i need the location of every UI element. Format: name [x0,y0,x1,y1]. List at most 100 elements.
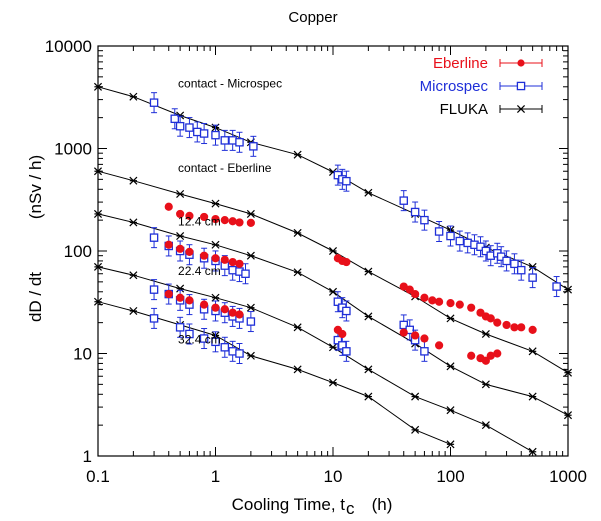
eberline-point [185,247,194,256]
fluka-point [481,421,490,430]
microspec-point [420,340,429,362]
fluka-point [364,267,373,276]
microspec-point [434,220,444,242]
eberline-point [493,318,502,327]
microspec-point [552,276,561,298]
fluka-point [211,240,220,249]
fluka-point [528,392,537,401]
fluka-point [328,378,338,387]
fluka-point [528,447,537,456]
legend-marker-eberline [499,59,543,67]
microspec-point [235,343,244,364]
microspec-point [175,316,185,338]
eberline-point [164,240,173,249]
microspec-point [149,279,159,301]
microspec-point [235,131,244,153]
microspec-point [455,230,465,252]
eberline-point [211,254,220,263]
eberline-point [420,293,429,302]
fluka-point [176,189,185,199]
eberline-point [200,212,209,222]
legend-marker-fluka [499,104,543,114]
curve-label: contact - Microspec [178,76,282,90]
microspec-point [446,225,455,247]
microspec-point [149,92,159,114]
eberline-point [493,349,502,358]
fluka-point [93,262,103,271]
eberline-point [228,217,237,226]
fluka-point [246,209,255,218]
fluka-point [129,271,138,280]
legend-label-microspec: Microspec [420,78,489,95]
microspec-point [220,336,230,358]
microspec-point [246,311,256,333]
microspec-point [420,209,429,231]
eberline-point [446,299,455,308]
fluka-point [293,323,302,332]
fluka-point [246,251,255,260]
fluka-point [129,176,138,185]
legend-label-eberline: Eberline [433,55,488,72]
eberline-point [176,244,185,253]
eberline-point [411,331,420,340]
eberline-point [211,214,220,224]
x-axis-label: Cooling Time, t [232,495,346,514]
microspec-point [342,340,351,362]
eberline-point [185,296,194,305]
legend-marker-microspec [499,81,543,91]
microspec-point [399,190,408,212]
eberline-point [176,293,185,302]
microspec-point [199,328,209,350]
microspec-point [502,250,511,272]
fluka-point [293,228,302,237]
eberline-point [228,257,237,267]
microspec-point [463,232,472,254]
fluka-point [364,365,373,374]
eberline-point [235,259,244,268]
fluka-point [176,231,185,241]
eberline-point [467,303,476,312]
y-tick-label: 1000 [54,140,92,159]
y-tick-label: 10000 [45,37,92,56]
fluka-point [528,262,537,271]
eberline-point [220,216,229,225]
fluka-point [364,312,373,321]
microspec-point [185,323,194,345]
eberline-point [246,218,255,227]
fluka-point [93,82,103,91]
microspec-point [410,201,420,223]
curve-annotations: contact - Microspec contact - Eberline 12.… [178,76,282,346]
eberline-point [399,328,408,337]
fluka-point [93,167,103,176]
fluka-point [211,199,220,208]
fluka-point [481,329,490,339]
microspec-point [170,108,180,130]
fluka-curve [97,301,451,445]
microspec-point [193,121,202,143]
fluka-point [246,303,255,312]
microspec-point [470,234,479,256]
fluka-point [246,351,255,360]
x-axis-label-subscript: c [346,499,355,518]
fluka-point [129,306,138,315]
microspec-point [149,307,159,329]
microspec-point [333,291,343,313]
curve-label: 32.4 cm [178,333,221,347]
eberline-point [220,255,229,264]
eberline-point [411,289,420,299]
eberline-point [338,329,347,339]
fluka-point [293,268,302,277]
series-fluka [93,82,573,456]
x-tick-label: 0.1 [86,467,110,486]
microspec-point [510,253,519,275]
fluka-curve [97,170,569,374]
x-tick-label: 1 [211,467,220,486]
curve-label: contact - Eberline [178,161,272,175]
fluka-point [211,293,220,302]
microspec-point [199,123,209,145]
series-eberline [164,202,537,365]
eberline-point [486,314,495,323]
eberline-point [405,285,414,294]
